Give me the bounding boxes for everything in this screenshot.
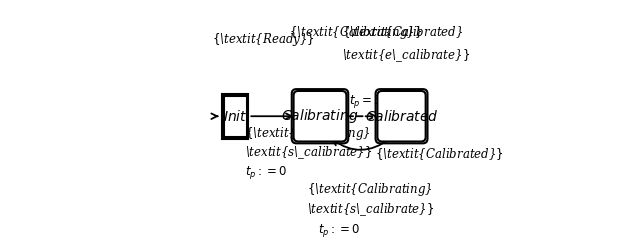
FancyBboxPatch shape — [221, 94, 248, 139]
Text: $\{$\textit{Calibrated}: $\{$\textit{Calibrated} — [342, 24, 463, 40]
Text: $\{$\textit{Calibrating}$\}$: $\{$\textit{Calibrating}$\}$ — [289, 24, 422, 41]
FancyBboxPatch shape — [378, 91, 426, 142]
Text: $\{$\textit{Calibrating}: $\{$\textit{Calibrating} — [245, 125, 371, 142]
FancyBboxPatch shape — [223, 96, 246, 137]
Text: $\{$\textit{Ready}$\}$: $\{$\textit{Ready}$\}$ — [212, 31, 315, 48]
Text: \textit{s\_calibrate}$\}$: \textit{s\_calibrate}$\}$ — [245, 144, 372, 160]
Text: $\mathit{Init}$: $\mathit{Init}$ — [223, 109, 247, 124]
Text: $\mathit{Calibrating}$: $\mathit{Calibrating}$ — [282, 107, 358, 125]
Text: $\{$\textit{Calibrated}$\}$: $\{$\textit{Calibrated}$\}$ — [374, 146, 504, 162]
FancyBboxPatch shape — [376, 89, 428, 143]
Text: $t_p = 5$: $t_p = 5$ — [349, 93, 381, 110]
Text: $t_p := 0$: $t_p := 0$ — [317, 222, 360, 239]
Text: $t_p := 0$: $t_p := 0$ — [245, 165, 287, 182]
FancyBboxPatch shape — [294, 91, 346, 142]
Text: \textit{e\_calibrate}$\}$: \textit{e\_calibrate}$\}$ — [342, 47, 470, 64]
Text: $\mathit{Calibrated}$: $\mathit{Calibrated}$ — [365, 109, 438, 124]
Text: \textit{s\_calibrate}$\}$: \textit{s\_calibrate}$\}$ — [307, 201, 435, 218]
Text: $\{$\textit{Calibrating}: $\{$\textit{Calibrating} — [307, 181, 433, 197]
FancyBboxPatch shape — [292, 89, 348, 143]
